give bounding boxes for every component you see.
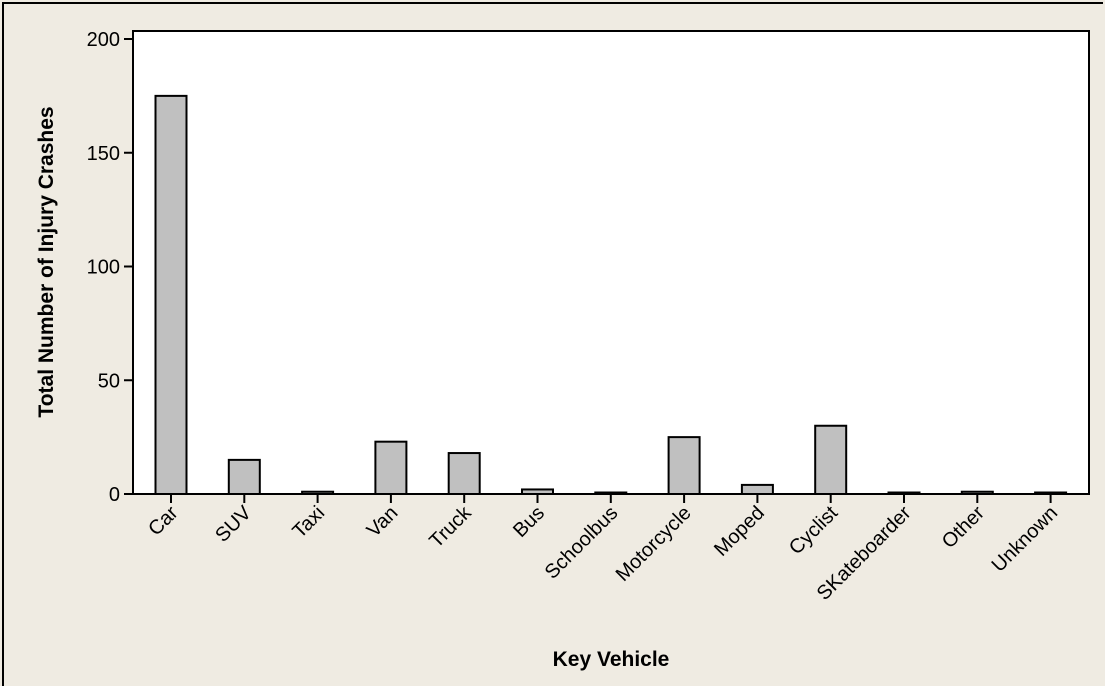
x-axis-title: Key Vehicle: [553, 648, 670, 671]
bar-bus: [521, 488, 554, 496]
x-tick-label: Taxi: [288, 502, 329, 543]
bar-other: [960, 490, 994, 496]
x-tick-label: Other: [938, 502, 989, 553]
bar-car: [154, 94, 188, 495]
x-tick-label: Unknown: [988, 502, 1063, 577]
x-tick-label: Car: [144, 502, 183, 541]
x-tick-label: Schoolbus: [541, 502, 623, 584]
bar-schoolbus: [594, 491, 628, 495]
bar-taxi: [301, 490, 335, 496]
y-tick-label: 50: [98, 370, 120, 392]
bar-moped: [740, 483, 774, 495]
x-tick-label: Motorcycle: [612, 502, 696, 586]
x-tick-label: SUV: [211, 502, 256, 547]
bar-truck: [447, 452, 481, 495]
y-tick-label: 0: [109, 484, 120, 506]
plot-area: [132, 30, 1090, 495]
x-tick-label: Truck: [425, 501, 476, 552]
bar-suv: [227, 458, 261, 495]
bar-cyclist: [814, 424, 848, 495]
y-axis-title: Total Number of Injury Crashes: [35, 106, 58, 417]
y-tick-label: 100: [87, 257, 120, 279]
bar-motorcycle: [667, 436, 701, 495]
bars: [154, 94, 1068, 496]
bar-skateboarder: [887, 491, 921, 495]
y-tick-label: 150: [87, 143, 120, 165]
x-tick-label: Cyclist: [785, 502, 843, 560]
x-axis: Car SUV Taxi Van Truck BusSchoolbusMotorcycle…: [144, 494, 1062, 605]
x-tick-label: Moped: [710, 502, 769, 561]
y-axis: 0 50 100 150 200: [87, 29, 133, 506]
bar-van: [374, 440, 408, 495]
x-tick-label: Van: [363, 502, 403, 542]
x-tick-label: Bus: [509, 502, 549, 542]
bar-unknown: [1034, 491, 1068, 495]
y-tick-label: 200: [87, 29, 120, 51]
